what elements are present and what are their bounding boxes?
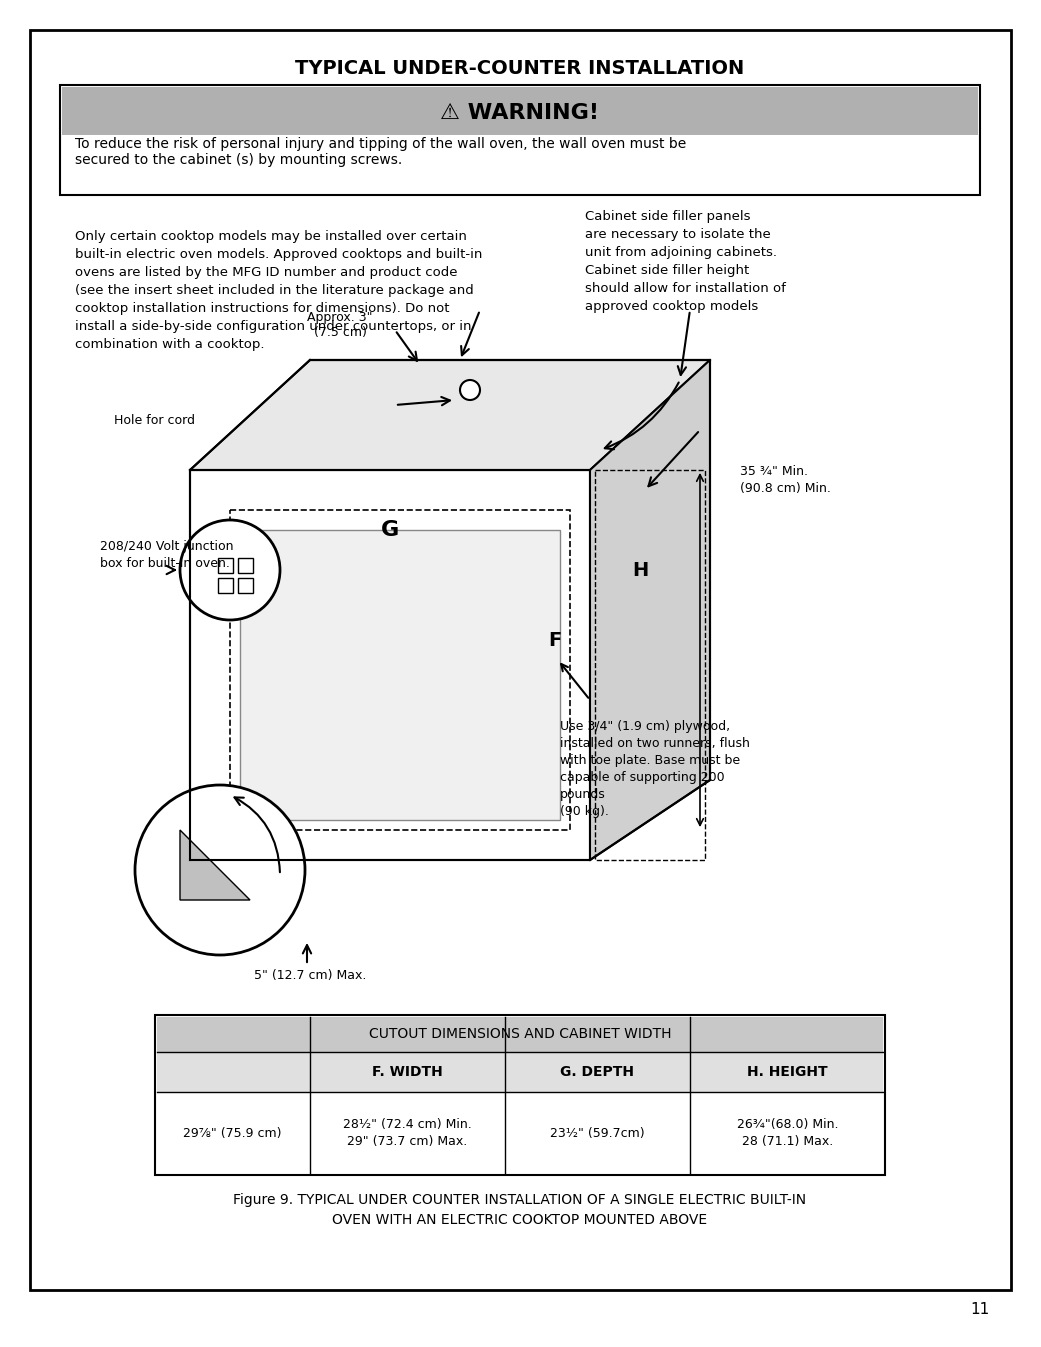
Text: ⚠ WARNING!: ⚠ WARNING! <box>440 102 600 123</box>
Text: 23½" (59.7cm): 23½" (59.7cm) <box>551 1126 644 1140</box>
Circle shape <box>135 785 305 955</box>
Text: H. HEIGHT: H. HEIGHT <box>747 1065 828 1079</box>
Text: G: G <box>381 520 399 540</box>
Text: H: H <box>632 560 649 579</box>
Text: 29⅞" (75.9 cm): 29⅞" (75.9 cm) <box>183 1126 282 1140</box>
Bar <box>157 1017 883 1052</box>
Text: F: F <box>549 630 562 649</box>
Text: Use 3/4" (1.9 cm) plywood,
installed on two runners, flush
with toe plate. Base : Use 3/4" (1.9 cm) plywood, installed on … <box>560 721 750 818</box>
Polygon shape <box>180 830 250 900</box>
Text: F. WIDTH: F. WIDTH <box>372 1065 442 1079</box>
Polygon shape <box>191 470 590 859</box>
Text: 208/240 Volt junction
box for built-in oven.: 208/240 Volt junction box for built-in o… <box>100 540 233 570</box>
Bar <box>595 470 705 859</box>
Polygon shape <box>590 360 710 859</box>
Text: Approx. 3"
(7.5 cm): Approx. 3" (7.5 cm) <box>307 311 373 339</box>
Bar <box>238 558 253 572</box>
Circle shape <box>180 520 280 620</box>
Bar <box>155 1016 885 1175</box>
Text: Cabinet side filler panels
are necessary to isolate the
unit from adjoining cabi: Cabinet side filler panels are necessary… <box>585 210 786 313</box>
Polygon shape <box>240 529 560 820</box>
Bar <box>238 578 253 593</box>
Bar <box>218 558 233 572</box>
Text: Hole for cord: Hole for cord <box>115 414 196 427</box>
Bar <box>62 88 977 135</box>
Text: TYPICAL UNDER-COUNTER INSTALLATION: TYPICAL UNDER-COUNTER INSTALLATION <box>296 58 744 78</box>
Bar <box>230 511 570 830</box>
Polygon shape <box>191 360 710 470</box>
Text: 26¾"(68.0) Min.
28 (71.1) Max.: 26¾"(68.0) Min. 28 (71.1) Max. <box>737 1118 838 1148</box>
Bar <box>157 1052 883 1092</box>
Text: Figure 9. TYPICAL UNDER COUNTER INSTALLATION OF A SINGLE ELECTRIC BUILT-IN
OVEN : Figure 9. TYPICAL UNDER COUNTER INSTALLA… <box>233 1193 807 1227</box>
Text: CUTOUT DIMENSIONS AND CABINET WIDTH: CUTOUT DIMENSIONS AND CABINET WIDTH <box>369 1026 671 1041</box>
Bar <box>218 578 233 593</box>
Text: 11: 11 <box>971 1303 990 1317</box>
Text: 5" (12.7 cm) Max.: 5" (12.7 cm) Max. <box>254 968 366 982</box>
Text: G. DEPTH: G. DEPTH <box>560 1065 635 1079</box>
Text: 35 ¾" Min.
(90.8 cm) Min.: 35 ¾" Min. (90.8 cm) Min. <box>740 465 831 494</box>
Text: 28½" (72.4 cm) Min.
29" (73.7 cm) Max.: 28½" (72.4 cm) Min. 29" (73.7 cm) Max. <box>344 1118 472 1148</box>
Text: Only certain cooktop models may be installed over certain
built-in electric oven: Only certain cooktop models may be insta… <box>75 230 482 352</box>
Text: To reduce the risk of personal injury and tipping of the wall oven, the wall ove: To reduce the risk of personal injury an… <box>75 137 686 167</box>
Circle shape <box>460 380 480 400</box>
Bar <box>60 85 980 195</box>
